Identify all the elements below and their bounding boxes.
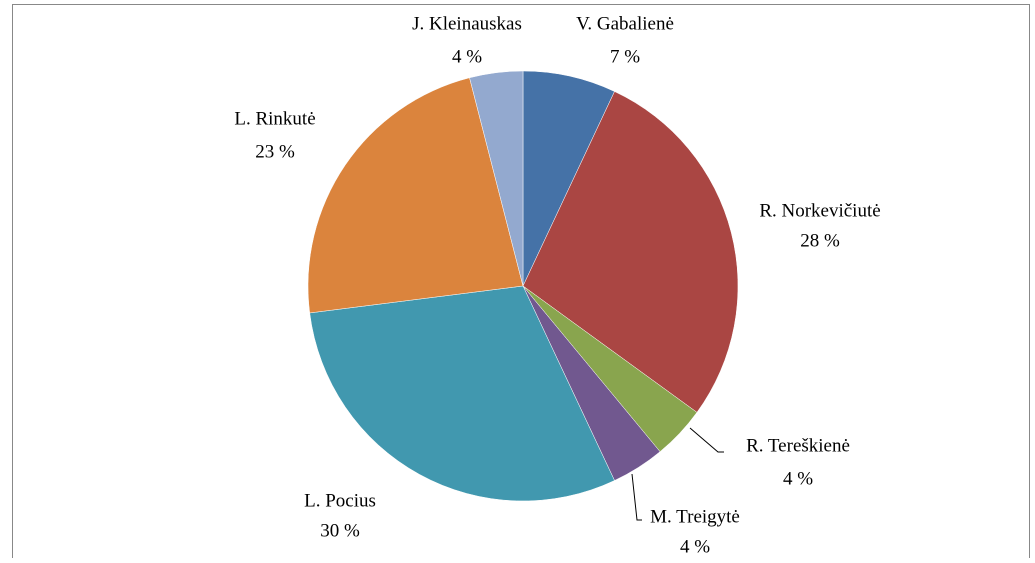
- slice-label-name: L. Pocius: [304, 490, 376, 511]
- slice-label-value: 4 %: [680, 536, 710, 557]
- slice-label-value: 23 %: [255, 141, 295, 162]
- pie-slice: [469, 70, 524, 287]
- slice-label-value: 4 %: [783, 468, 813, 489]
- slice-label-value: 4 %: [452, 46, 482, 67]
- pie-slice: [307, 77, 524, 314]
- slice-label-name: V. Gabalienė: [576, 13, 674, 34]
- slice-label-name: R. Tereškienė: [746, 435, 850, 456]
- pie-slice: [309, 285, 615, 502]
- slice-label-name: R. Norkevičiutė: [759, 200, 880, 221]
- slice-label-name: M. Treigytė: [650, 506, 740, 527]
- slice-label-value: 28 %: [800, 230, 840, 251]
- leader-line: [689, 427, 724, 453]
- slice-label-value: 7 %: [610, 46, 640, 67]
- slice-label-value: 30 %: [320, 520, 360, 541]
- pie-slice: [522, 91, 739, 413]
- slice-label-name: L. Rinkutė: [234, 108, 315, 129]
- leader-line: [631, 473, 642, 521]
- slice-label-name: J. Kleinauskas: [412, 13, 522, 34]
